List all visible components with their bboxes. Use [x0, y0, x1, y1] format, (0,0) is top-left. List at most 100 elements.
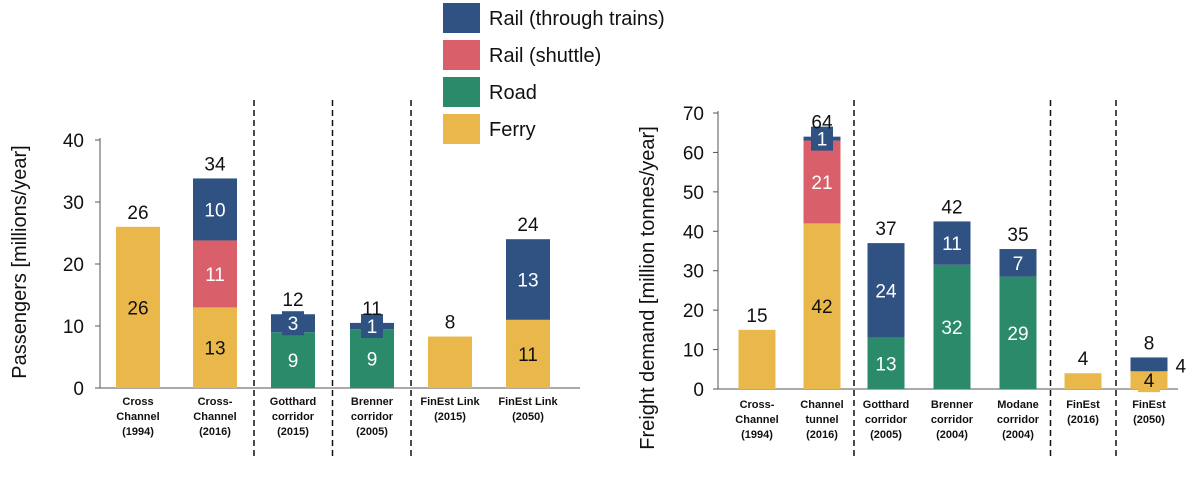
y-tick-label: 0 — [693, 380, 704, 401]
bar-segment-rail_shuttle — [803, 140, 841, 224]
category-label: corridor — [997, 414, 1040, 426]
legend-label-ferry: Ferry — [489, 119, 536, 141]
segment-value-label: 1 — [367, 317, 378, 338]
legend-swatch-road — [443, 77, 480, 107]
bar-total-label: 64 — [811, 113, 833, 134]
bar-segment-ferry — [738, 329, 776, 389]
category-label: (2015) — [277, 426, 309, 438]
category-label: corridor — [931, 414, 974, 426]
category-label: Channel — [800, 399, 843, 411]
y-axis-title: Passengers [millions/year] — [9, 145, 31, 378]
legend-label-rail_shuttle: Rail (shuttle) — [489, 45, 601, 67]
category-label: Modane — [997, 399, 1039, 411]
y-axis-title: Freight demand [million tonnes/year] — [637, 126, 659, 450]
category-label: Cross — [122, 396, 153, 408]
y-tick-label: 70 — [683, 104, 704, 125]
bar-segment-rail_through — [506, 239, 550, 320]
segment-value-label: 32 — [941, 318, 962, 339]
legend-label-rail_through: Rail (through trains) — [489, 8, 665, 30]
bar-segment-ferry — [506, 319, 550, 388]
category-label: corridor — [351, 411, 394, 423]
bar-total-label: 34 — [204, 154, 226, 175]
bar-segment-road — [933, 264, 971, 389]
segment-value-label: 11 — [205, 265, 225, 286]
category-label: (2005) — [870, 429, 902, 441]
y-tick-label: 10 — [683, 341, 704, 362]
segment-value-label: 13 — [517, 271, 538, 292]
bar-total-label: 4 — [1078, 349, 1089, 370]
y-tick-label: 0 — [73, 379, 84, 400]
category-label: Gotthard — [863, 399, 909, 411]
segment-value-label: 11 — [518, 345, 538, 366]
bar-segment-ferry — [116, 226, 160, 388]
y-tick-label: 30 — [63, 193, 84, 214]
category-label: corridor — [272, 411, 315, 423]
bar-segment-rail_through — [999, 249, 1037, 277]
category-label: (2016) — [1067, 414, 1099, 426]
category-label: corridor — [865, 414, 908, 426]
bar-segment-rail_through — [193, 178, 237, 241]
segment-value-label: 3 — [288, 314, 299, 335]
segment-label-box — [1138, 368, 1160, 393]
bar-total-label: 24 — [517, 215, 539, 236]
segment-value-label: 7 — [1013, 254, 1024, 275]
category-label: Brenner — [351, 396, 394, 408]
category-label: (2050) — [1133, 414, 1165, 426]
category-label: Channel — [735, 414, 778, 426]
freight-chart: 0 10 20 30 40 50 60 70 Freight demand [million t… — [637, 100, 1187, 460]
bar-total-label: 35 — [1007, 225, 1028, 246]
category-label: tunnel — [806, 414, 839, 426]
bar-segment-rail_through — [867, 243, 905, 338]
bar-segment-rail_through — [1130, 357, 1168, 372]
segment-label-box — [811, 126, 833, 151]
side-value-label: 4 — [1176, 356, 1187, 377]
category-label: Brenner — [931, 399, 974, 411]
category-label: (2005) — [356, 426, 388, 438]
segment-value-label: 21 — [811, 173, 832, 194]
category-label: (2050) — [512, 411, 544, 423]
segment-value-label: 42 — [811, 297, 832, 318]
y-tick-label: 10 — [63, 317, 84, 338]
passengers-chart: 0 10 20 30 40 Passengers [millions/year] 26 26 C… — [9, 100, 580, 460]
bar-total-label: 8 — [445, 313, 456, 334]
segment-value-label: 10 — [204, 200, 225, 221]
bar-total-label: 37 — [875, 219, 896, 240]
segment-value-label: 29 — [1007, 324, 1028, 345]
category-label: (1994) — [122, 426, 154, 438]
bar-segment-road — [867, 337, 905, 389]
bar-total-label: 15 — [746, 306, 767, 327]
category-label: FinEst Link — [420, 396, 480, 408]
segment-label-box — [282, 311, 304, 336]
bar-total-label: 26 — [127, 203, 148, 224]
bar-segment-road — [350, 329, 394, 388]
segment-value-label: 11 — [942, 234, 962, 255]
bar-segment-road — [271, 332, 315, 388]
bar-segment-rail_shuttle — [193, 240, 237, 308]
bar-total-label: 8 — [1144, 333, 1155, 354]
legend-swatch-ferry — [443, 114, 480, 144]
category-label: Cross- — [198, 396, 233, 408]
y-tick-label: 30 — [683, 262, 704, 283]
y-tick-label: 40 — [63, 131, 84, 152]
segment-value-label: 9 — [367, 350, 378, 371]
category-label: (2016) — [806, 429, 838, 441]
legend-swatch-rail_through — [443, 3, 480, 33]
segment-value-label: 13 — [875, 354, 896, 375]
bar-segment-ferry — [803, 223, 841, 389]
bar-segment-ferry — [1064, 373, 1102, 389]
category-label: (2016) — [199, 426, 231, 438]
category-label: FinEst — [1066, 399, 1100, 411]
category-label: Gotthard — [270, 396, 316, 408]
category-label: (2004) — [936, 429, 968, 441]
segment-value-label: 1 — [817, 130, 828, 151]
bar-total-label: 42 — [941, 197, 962, 218]
segment-value-label: 24 — [875, 281, 897, 302]
bar-total-label: 11 — [362, 299, 382, 320]
bar-segment-ferry — [193, 307, 237, 388]
category-label: FinEst Link — [498, 396, 558, 408]
category-label: FinEst — [1132, 399, 1166, 411]
y-tick-label: 60 — [683, 143, 704, 164]
legend-swatch-rail_shuttle — [443, 40, 480, 70]
category-label: Channel — [193, 411, 236, 423]
